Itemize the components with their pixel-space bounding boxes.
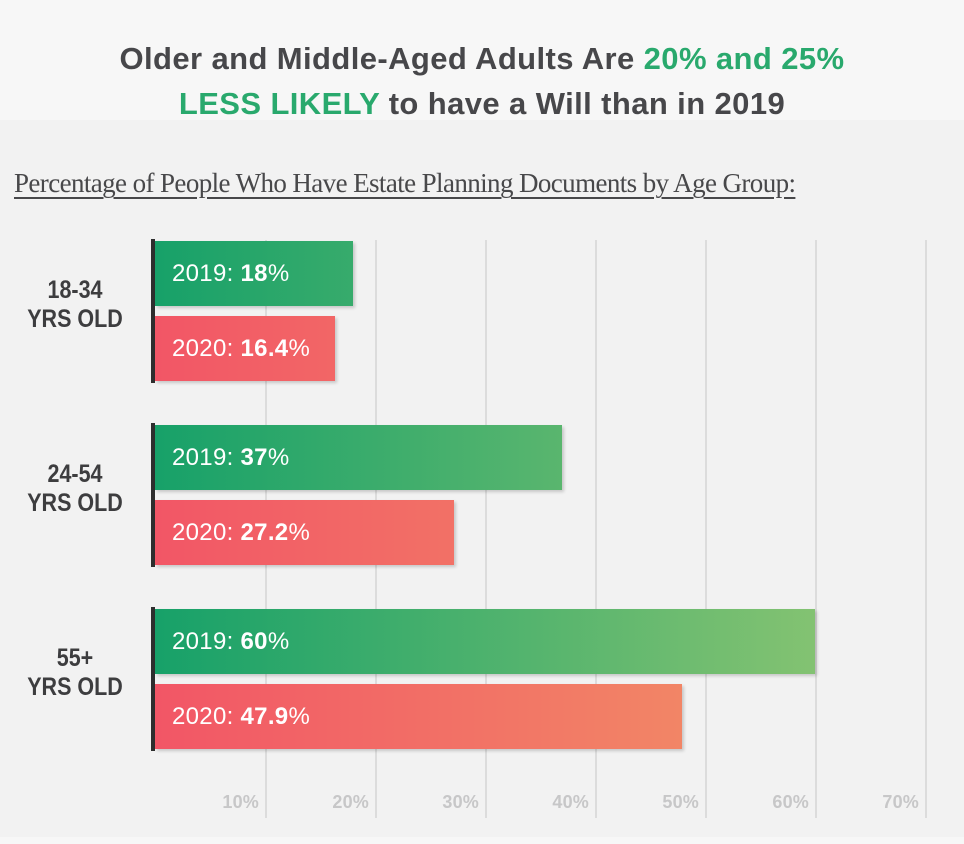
- age-group-label: 24-54 YRS OLD: [11, 460, 140, 518]
- header-band: [0, 0, 964, 120]
- bar-percent-sign: %: [288, 334, 311, 362]
- bar-value-label: 2019: 37%: [155, 444, 289, 472]
- x-axis-tick-label: 40%: [552, 792, 589, 812]
- gridline-70%: [925, 240, 927, 818]
- bar-2020-18-34: 2020: 16.4%: [155, 316, 335, 381]
- gridline-40%: [595, 240, 597, 818]
- chart-subtitle: Percentage of People Who Have Estate Pla…: [14, 168, 796, 198]
- y-axis-segment: [151, 239, 155, 383]
- bottom-band: [0, 837, 964, 844]
- bar-value: 37: [240, 443, 268, 471]
- x-axis-tick-label: 10%: [222, 792, 259, 812]
- bar-percent-sign: %: [267, 627, 290, 655]
- title-dark-text-2: to have a Will than in 2019: [379, 86, 786, 121]
- bar-value-label: 2020: 16.4%: [155, 335, 310, 363]
- title-green-text-2: LESS LIKELY: [178, 86, 380, 121]
- x-axis-tick-label: 50%: [662, 792, 699, 812]
- title-dark-text: Older and Middle-Aged Adults Are: [119, 41, 644, 76]
- bar-percent-sign: %: [267, 443, 290, 471]
- x-axis-tick-label: 20%: [332, 792, 369, 812]
- bar-value-label: 2019: 18%: [155, 260, 289, 288]
- bar-2020-24-54: 2020: 27.2%: [155, 500, 454, 565]
- bar-2020-55+: 2020: 47.9%: [155, 684, 682, 749]
- bar-value: 27.2: [240, 518, 289, 546]
- age-group-label: 55+ YRS OLD: [11, 644, 140, 702]
- bar-value: 60: [240, 627, 268, 655]
- age-group-range: 18-34: [47, 276, 103, 304]
- bar-series-name: 2019:: [172, 259, 241, 287]
- bar-series-name: 2020:: [172, 518, 241, 546]
- age-group-unit: YRS OLD: [27, 305, 123, 333]
- bar-2019-55+: 2019: 60%: [155, 609, 815, 674]
- bar-value-label: 2020: 47.9%: [155, 703, 310, 731]
- age-group-range: 55+: [56, 644, 94, 672]
- age-group-label: 18-34 YRS OLD: [11, 276, 140, 334]
- bar-percent-sign: %: [288, 702, 311, 730]
- bar-value: 18: [240, 259, 268, 287]
- gridline-60%: [815, 240, 817, 818]
- bar-value: 47.9: [240, 702, 289, 730]
- title-line-2: LESS LIKELY to have a Will than in 2019: [0, 81, 964, 126]
- bar-2019-24-54: 2019: 37%: [155, 425, 562, 490]
- y-axis-segment: [151, 607, 155, 751]
- x-axis-tick-label: 30%: [442, 792, 479, 812]
- title-line-1: Older and Middle-Aged Adults Are 20% and…: [0, 36, 964, 81]
- age-group-unit: YRS OLD: [27, 489, 123, 517]
- gridline-50%: [705, 240, 707, 818]
- bar-percent-sign: %: [267, 259, 290, 287]
- bar-2019-18-34: 2019: 18%: [155, 241, 353, 306]
- bar-value: 16.4: [240, 334, 289, 362]
- x-axis-tick-label: 70%: [882, 792, 919, 812]
- bar-value-label: 2020: 27.2%: [155, 519, 310, 547]
- bar-percent-sign: %: [288, 518, 311, 546]
- bar-value-label: 2019: 60%: [155, 628, 289, 656]
- gridline-30%: [485, 240, 487, 818]
- page-title: Older and Middle-Aged Adults Are 20% and…: [0, 36, 964, 126]
- y-axis-segment: [151, 423, 155, 567]
- x-axis-tick-label: 60%: [772, 792, 809, 812]
- age-group-range: 24-54: [47, 460, 103, 488]
- age-group-unit: YRS OLD: [27, 673, 123, 701]
- title-green-text: 20% and 25%: [643, 41, 845, 76]
- bar-series-name: 2019:: [172, 627, 241, 655]
- bar-series-name: 2020:: [172, 702, 241, 730]
- bar-series-name: 2019:: [172, 443, 241, 471]
- bar-series-name: 2020:: [172, 334, 241, 362]
